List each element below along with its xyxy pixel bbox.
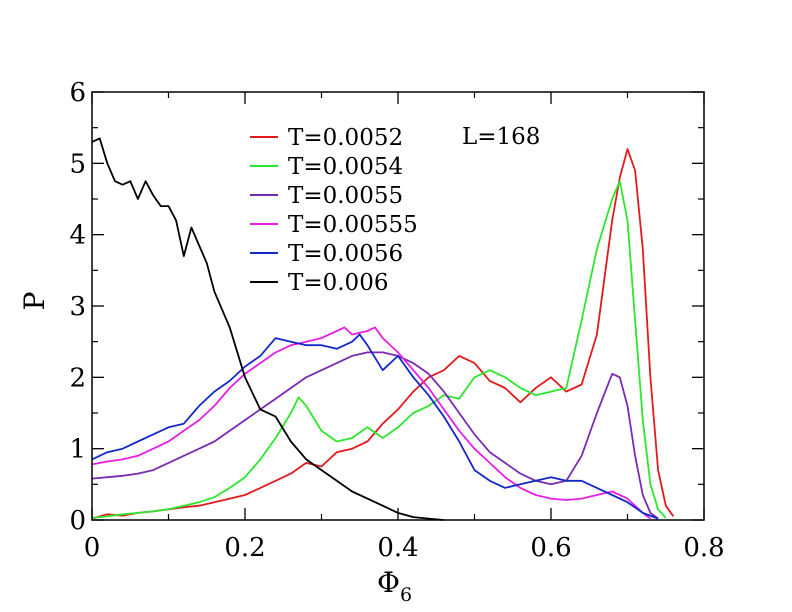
series-line-4: [91, 333, 659, 520]
y-tick-label: 2: [69, 363, 86, 393]
legend-label-5: T=0.006: [288, 270, 388, 296]
tick-labels: 0 0.2 0.4 0.6 0.8 0 1 2 3 4 5 6: [69, 78, 724, 563]
x-tick-label: 0.4: [377, 533, 418, 563]
series-line-1: [91, 180, 667, 519]
y-tick-label: 3: [69, 292, 86, 322]
x-axis-title-symbol: Φ: [377, 566, 400, 599]
plot-frame: [91, 91, 705, 521]
legend-label-3: T=0.00555: [288, 212, 418, 238]
x-tick-label: 0.2: [224, 533, 265, 563]
y-tick-label: 6: [69, 78, 86, 108]
y-tick-label: 1: [69, 435, 86, 465]
series-layer: [91, 137, 675, 521]
legend-label-1: T=0.0054: [288, 154, 403, 180]
series-line-3: [91, 326, 651, 520]
x-tick-label: 0.6: [530, 533, 571, 563]
y-axis-title: P: [18, 292, 51, 311]
legend-label-0: T=0.0052: [288, 125, 403, 151]
legend-label-4: T=0.0056: [288, 241, 403, 267]
y-tick-label: 4: [69, 221, 86, 251]
x-axis-title-subscript: 6: [400, 584, 412, 606]
axis-ticks: [91, 91, 705, 521]
x-tick-label: 0: [84, 533, 101, 563]
legend: T=0.0052 T=0.0054 T=0.0055 T=0.00555 T=0.005…: [250, 125, 418, 296]
y-tick-label: 5: [69, 149, 86, 179]
x-tick-label: 0.8: [683, 533, 724, 563]
size-annotation: L=168: [462, 124, 540, 150]
series-line-5: [91, 137, 444, 521]
legend-label-2: T=0.0055: [288, 183, 403, 209]
y-tick-label: 0: [69, 506, 86, 536]
series-line-0: [91, 148, 675, 520]
x-axis-title: Φ6: [377, 566, 412, 606]
